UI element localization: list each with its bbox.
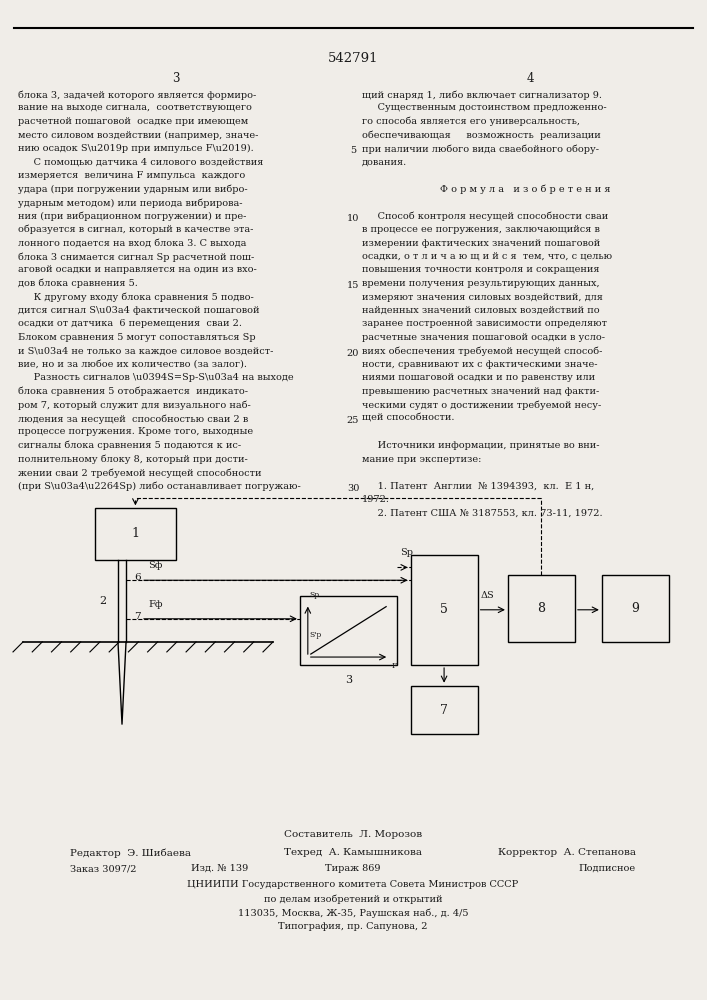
Text: блока сравнения 5 отображается  индикато-: блока сравнения 5 отображается индикато- bbox=[18, 387, 248, 396]
Text: ЦНИИПИ Государственного комитета Совета Министров СССР: ЦНИИПИ Государственного комитета Совета … bbox=[187, 880, 519, 889]
Text: Заказ 3097/2: Заказ 3097/2 bbox=[70, 864, 136, 873]
Text: Корректор  А. Степанова: Корректор А. Степанова bbox=[498, 848, 636, 857]
Text: повышения точности контроля и сокращения: повышения точности контроля и сокращения bbox=[362, 265, 600, 274]
Text: го способа является его универсальность,: го способа является его универсальность, bbox=[362, 117, 580, 126]
Text: место силовом воздействии (например, значе-: место силовом воздействии (например, зна… bbox=[18, 130, 258, 140]
Text: Источники информации, принятые во вни-: Источники информации, принятые во вни- bbox=[362, 441, 600, 450]
Text: вание на выходе сигнала,  соответствующего: вание на выходе сигнала, соответствующег… bbox=[18, 104, 252, 112]
Text: измеряют значения силовых воздействий, для: измеряют значения силовых воздействий, д… bbox=[362, 292, 603, 302]
Text: 113035, Москва, Ж-35, Раушская наб., д. 4/5: 113035, Москва, Ж-35, Раушская наб., д. … bbox=[238, 908, 468, 918]
Text: дится сигнал S\u03a4 фактической пошаговой: дится сигнал S\u03a4 фактической пошагов… bbox=[18, 306, 259, 315]
Text: расчетной пошаговой  осадке при имеющем: расчетной пошаговой осадке при имеющем bbox=[18, 117, 248, 126]
Text: Редактор  Э. Шибаева: Редактор Э. Шибаева bbox=[70, 848, 191, 857]
Text: заранее построенной зависимости определяют: заранее построенной зависимости определя… bbox=[362, 320, 607, 328]
Text: 5: 5 bbox=[440, 603, 448, 616]
Text: щей способности.: щей способности. bbox=[362, 414, 455, 423]
Text: превышению расчетных значений над факти-: превышению расчетных значений над факти- bbox=[362, 387, 600, 396]
Text: нию осадок S\u2019р при импульсе F\u2019).: нию осадок S\u2019р при импульсе F\u2019… bbox=[18, 144, 254, 153]
Text: ром 7, который служит для визуального наб-: ром 7, который служит для визуального на… bbox=[18, 400, 251, 410]
Text: 4: 4 bbox=[526, 72, 534, 85]
Text: по делам изобретений и открытий: по делам изобретений и открытий bbox=[264, 894, 443, 904]
Text: 15: 15 bbox=[347, 281, 359, 290]
Text: процессе погружения. Кроме того, выходные: процессе погружения. Кроме того, выходны… bbox=[18, 428, 253, 436]
Text: S'р: S'р bbox=[310, 631, 322, 639]
Text: виях обеспечения требуемой несущей способ-: виях обеспечения требуемой несущей спосо… bbox=[362, 347, 602, 356]
Text: 5: 5 bbox=[350, 146, 356, 155]
Text: обеспечивающая     возможность  реализации: обеспечивающая возможность реализации bbox=[362, 130, 601, 140]
Text: Sр: Sр bbox=[310, 591, 320, 599]
Text: блока 3 снимается сигнал Sр расчетной пош-: блока 3 снимается сигнал Sр расчетной по… bbox=[18, 252, 255, 261]
Text: ния (при вибрационном погружении) и пре-: ния (при вибрационном погружении) и пре- bbox=[18, 212, 246, 221]
Text: измеряется  величина F импульса  каждого: измеряется величина F импульса каждого bbox=[18, 171, 245, 180]
Text: Ф о р м у л а   и з о б р е т е н и я: Ф о р м у л а и з о б р е т е н и я bbox=[440, 184, 611, 194]
Text: щий снаряд 1, либо включает сигнализатор 9.: щий снаряд 1, либо включает сигнализатор… bbox=[362, 90, 602, 100]
Text: 7: 7 bbox=[134, 612, 141, 621]
Text: 3: 3 bbox=[345, 675, 352, 685]
Text: 6: 6 bbox=[134, 573, 141, 582]
Text: 30: 30 bbox=[347, 484, 359, 493]
Text: Sр: Sр bbox=[400, 548, 413, 557]
Text: 1. Патент  Англии  № 1394393,  кл.  E 1 н,: 1. Патент Англии № 1394393, кл. E 1 н, bbox=[362, 482, 595, 490]
Text: 7: 7 bbox=[440, 704, 448, 717]
Text: 8: 8 bbox=[537, 602, 545, 615]
Text: ности, сравнивают их с фактическими значе-: ности, сравнивают их с фактическими знач… bbox=[362, 360, 597, 369]
Text: в процессе ее погружения, заключающийся в: в процессе ее погружения, заключающийся … bbox=[362, 225, 600, 234]
Text: аговой осадки и направляется на один из вхо-: аговой осадки и направляется на один из … bbox=[18, 265, 257, 274]
Text: 3: 3 bbox=[173, 72, 180, 85]
Text: К другому входу блока сравнения 5 подво-: К другому входу блока сравнения 5 подво- bbox=[18, 292, 254, 302]
Text: Способ контроля несущей способности сваи: Способ контроля несущей способности сваи bbox=[362, 212, 608, 221]
Text: Типография, пр. Сапунова, 2: Типография, пр. Сапунова, 2 bbox=[279, 922, 428, 931]
Text: Изд. № 139: Изд. № 139 bbox=[192, 864, 249, 873]
Text: полнительному блоку 8, который при дости-: полнительному блоку 8, который при дости… bbox=[18, 454, 247, 464]
Text: 10: 10 bbox=[347, 214, 359, 223]
Text: дов блока сравнения 5.: дов блока сравнения 5. bbox=[18, 279, 138, 288]
Text: осадки, о т л и ч а ю щ и й с я  тем, что, с целью: осадки, о т л и ч а ю щ и й с я тем, что… bbox=[362, 252, 612, 261]
Text: блока 3, задачей которого является формиро-: блока 3, задачей которого является форми… bbox=[18, 90, 256, 100]
Text: ниями пошаговой осадки и по равенству или: ниями пошаговой осадки и по равенству ил… bbox=[362, 373, 595, 382]
Text: 1: 1 bbox=[132, 527, 139, 540]
Text: ΔS: ΔS bbox=[481, 591, 494, 600]
Text: Fф: Fф bbox=[148, 600, 163, 609]
Text: ческими судят о достижении требуемой несу-: ческими судят о достижении требуемой нес… bbox=[362, 400, 601, 410]
Text: времени получения результирующих данных,: времени получения результирующих данных, bbox=[362, 279, 600, 288]
Text: (при S\u03a4\u2264Sр) либо останавливает погружаю-: (при S\u03a4\u2264Sр) либо останавливает… bbox=[18, 482, 300, 491]
Text: дования.: дования. bbox=[362, 157, 407, 166]
Text: осадки от датчика  6 перемещения  сваи 2.: осадки от датчика 6 перемещения сваи 2. bbox=[18, 320, 242, 328]
Text: 542791: 542791 bbox=[328, 52, 378, 65]
Text: измерении фактических значений пошаговой: измерении фактических значений пошаговой bbox=[362, 238, 600, 247]
Text: расчетные значения пошаговой осадки в усло-: расчетные значения пошаговой осадки в ус… bbox=[362, 333, 605, 342]
Text: Тираж 869: Тираж 869 bbox=[325, 864, 381, 873]
Text: людения за несущей  способностью сваи 2 в: людения за несущей способностью сваи 2 в bbox=[18, 414, 248, 424]
Text: Подписное: Подписное bbox=[579, 864, 636, 873]
Text: F: F bbox=[391, 662, 397, 670]
Text: образуется в сигнал, который в качестве эта-: образуется в сигнал, который в качестве … bbox=[18, 225, 253, 234]
Text: найденных значений силовых воздействий по: найденных значений силовых воздействий п… bbox=[362, 306, 600, 315]
Text: 25: 25 bbox=[347, 416, 359, 425]
Text: ударным методом) или периода вибрирова-: ударным методом) или периода вибрирова- bbox=[18, 198, 243, 208]
Text: вие, но и за любое их количество (за залог).: вие, но и за любое их количество (за зал… bbox=[18, 360, 247, 369]
Text: жении сваи 2 требуемой несущей способности: жении сваи 2 требуемой несущей способнос… bbox=[18, 468, 262, 478]
Text: при наличии любого вида сваебойного обору-: при наличии любого вида сваебойного обор… bbox=[362, 144, 599, 153]
Text: Существенным достоинством предложенно-: Существенным достоинством предложенно- bbox=[362, 104, 607, 112]
Text: Разность сигналов \u0394S=Sр-S\u03a4 на выходе: Разность сигналов \u0394S=Sр-S\u03a4 на … bbox=[18, 373, 293, 382]
Text: Составитель  Л. Морозов: Составитель Л. Морозов bbox=[284, 830, 422, 839]
Text: Sф: Sф bbox=[148, 561, 163, 570]
Text: сигналы блока сравнения 5 подаются к ис-: сигналы блока сравнения 5 подаются к ис- bbox=[18, 441, 241, 450]
Text: 9: 9 bbox=[631, 602, 639, 615]
Text: Техред  А. Камышникова: Техред А. Камышникова bbox=[284, 848, 422, 857]
Text: и S\u03a4 не только за каждое силовое воздейст-: и S\u03a4 не только за каждое силовое во… bbox=[18, 347, 274, 356]
Text: мание при экспертизе:: мание при экспертизе: bbox=[362, 454, 481, 464]
Text: 20: 20 bbox=[347, 349, 359, 358]
Text: 2: 2 bbox=[99, 596, 106, 606]
Text: 2. Патент США № 3187553, кл. 73-11, 1972.: 2. Патент США № 3187553, кл. 73-11, 1972… bbox=[362, 508, 602, 518]
Text: 1972.: 1972. bbox=[362, 495, 390, 504]
Text: С помощью датчика 4 силового воздействия: С помощью датчика 4 силового воздействия bbox=[18, 157, 264, 166]
Text: удара (при погружении ударным или вибро-: удара (при погружении ударным или вибро- bbox=[18, 184, 247, 194]
Text: Блоком сравнения 5 могут сопоставляться Sp: Блоком сравнения 5 могут сопоставляться … bbox=[18, 333, 256, 342]
Text: лонного подается на вход блока 3. С выхода: лонного подается на вход блока 3. С выхо… bbox=[18, 238, 246, 247]
